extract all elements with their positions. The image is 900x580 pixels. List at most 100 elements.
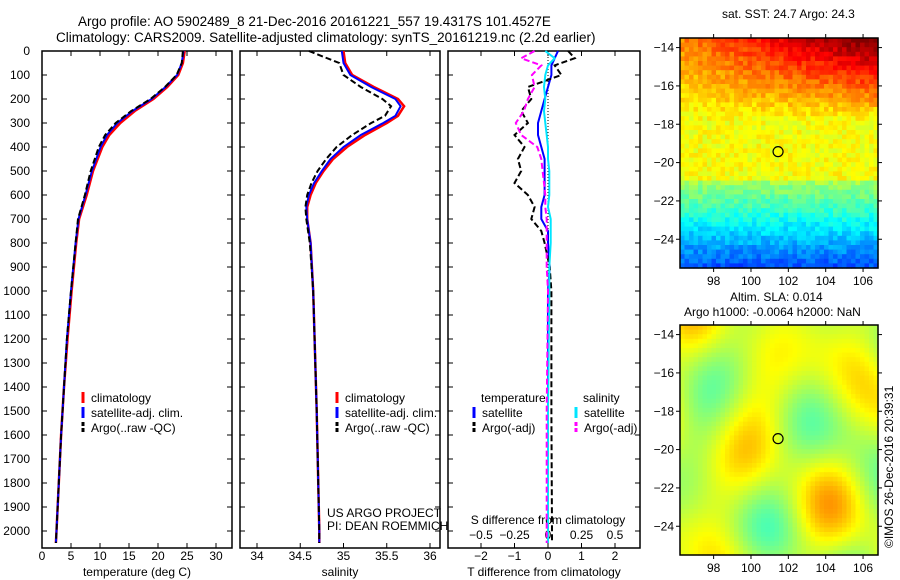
map-cell <box>770 157 776 163</box>
map-cell <box>810 394 816 400</box>
map-cell <box>792 348 798 354</box>
map-cell <box>765 51 771 57</box>
map-cell <box>833 486 839 492</box>
map-cell <box>761 398 767 404</box>
map-cell <box>860 536 866 542</box>
map-cell <box>684 412 690 418</box>
map-cell <box>860 361 866 367</box>
map-cell <box>824 51 830 57</box>
map-cell <box>864 352 870 358</box>
map-cell <box>797 212 803 218</box>
map-cell <box>698 212 704 218</box>
depth-tick-label: 800 <box>10 236 30 250</box>
map-cell <box>747 476 753 482</box>
map-cell <box>725 143 731 149</box>
map-cell <box>756 518 762 524</box>
map-cell <box>797 166 803 172</box>
map-cell <box>819 499 825 505</box>
map-cell <box>698 70 704 76</box>
map-cell <box>855 143 861 149</box>
map-cell <box>752 226 758 232</box>
map-cell <box>761 56 767 62</box>
map-cell <box>752 56 758 62</box>
map-cell <box>815 217 821 223</box>
map-cell <box>738 394 744 400</box>
map-cell <box>770 407 776 413</box>
map-cell <box>842 125 848 131</box>
map-cell <box>761 222 767 228</box>
map-cell <box>765 430 771 436</box>
map-cell <box>734 166 740 172</box>
map-cell <box>815 107 821 113</box>
map-y-tick-label: −24 <box>654 232 675 246</box>
map-cell <box>747 509 753 515</box>
map-cell <box>734 97 740 103</box>
map-cell <box>873 116 879 122</box>
map-cell <box>810 334 816 340</box>
map-cell <box>828 541 834 547</box>
map-y-tick-label: −20 <box>654 156 675 170</box>
map-cell <box>707 357 713 363</box>
map-cell <box>770 495 776 501</box>
map-cell <box>702 235 708 241</box>
map-cell <box>788 74 794 80</box>
map-cell <box>810 458 816 464</box>
map-cell <box>693 375 699 381</box>
map-cell <box>693 102 699 108</box>
panel-frame-2 <box>447 50 641 549</box>
map-cell <box>797 245 803 251</box>
map-cell <box>761 199 767 205</box>
map-cell <box>711 453 717 459</box>
map-cell <box>792 240 798 246</box>
map-cell <box>837 185 843 191</box>
map-cell <box>873 430 879 436</box>
map-cell <box>765 490 771 496</box>
map-cell <box>788 541 794 547</box>
map-cell <box>828 84 834 90</box>
map-cell <box>702 513 708 519</box>
map-cell <box>855 430 861 436</box>
map-cell <box>698 235 704 241</box>
panel-frame-1 <box>239 50 441 549</box>
map-cell <box>725 348 731 354</box>
map-cell <box>837 79 843 85</box>
map-cell <box>783 329 789 335</box>
map-cell <box>747 532 753 538</box>
map-cell <box>819 194 825 200</box>
map-cell <box>761 375 767 381</box>
map-cell <box>846 162 852 168</box>
map-cell <box>770 440 776 446</box>
map-cell <box>774 444 780 450</box>
map-cell <box>716 222 722 228</box>
map-cell <box>851 157 857 163</box>
map-cell <box>833 166 839 172</box>
map-cell <box>819 79 825 85</box>
map-cell <box>680 212 686 218</box>
map-cell <box>783 467 789 473</box>
map-cell <box>734 338 740 344</box>
map-cell <box>815 541 821 547</box>
map-cell <box>693 467 699 473</box>
map-cell <box>873 490 879 496</box>
map-cell <box>815 125 821 131</box>
map-cell <box>810 226 816 232</box>
map-cell <box>846 102 852 108</box>
map-cell <box>864 139 870 145</box>
map-cell <box>680 235 686 241</box>
map-cell <box>680 412 686 418</box>
map-cell <box>806 194 812 200</box>
map-cell <box>693 366 699 372</box>
map-cell <box>720 125 726 131</box>
map-cell <box>792 134 798 140</box>
map-cell <box>855 199 861 205</box>
map-cell <box>716 116 722 122</box>
map-cell <box>738 389 744 395</box>
map-cell <box>842 352 848 358</box>
map-cell <box>725 263 731 269</box>
map-cell <box>779 245 785 251</box>
map-cell <box>756 334 762 340</box>
map-cell <box>833 504 839 510</box>
map-cell <box>860 398 866 404</box>
map-cell <box>869 403 875 409</box>
map-cell <box>855 384 861 390</box>
